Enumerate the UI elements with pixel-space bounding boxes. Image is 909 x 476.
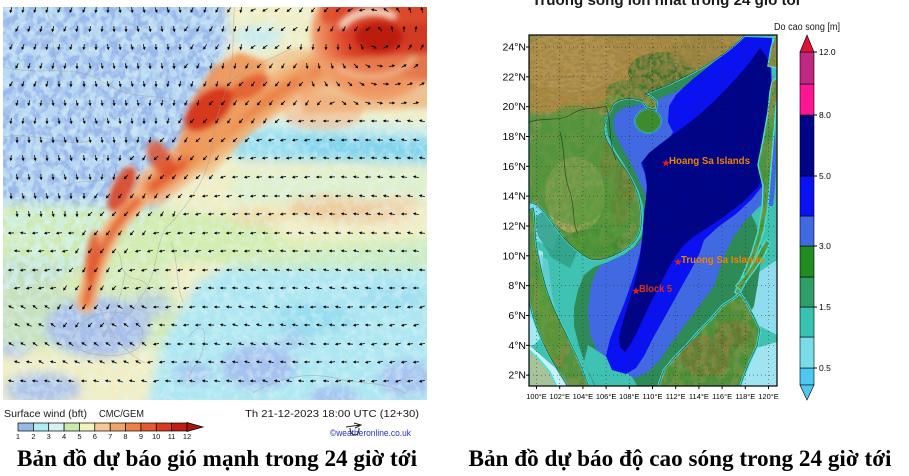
- svg-text:20°N: 20°N: [503, 101, 526, 113]
- svg-text:Truong song lon nhat trong 24: Truong song lon nhat trong 24 gio toi: [532, 0, 800, 9]
- svg-text:Block 5: Block 5: [639, 284, 672, 295]
- svg-text:★: ★: [674, 257, 683, 267]
- svg-text:9: 9: [139, 432, 143, 441]
- svg-text:12°N: 12°N: [503, 221, 526, 233]
- svg-text:7: 7: [108, 432, 112, 441]
- svg-text:120°E: 120°E: [758, 392, 779, 401]
- svg-text:106°E: 106°E: [596, 392, 617, 401]
- svg-text:Th 21-12-2023 18:00 UTC (12+30: Th 21-12-2023 18:00 UTC (12+30): [245, 409, 419, 420]
- svg-text:14°N: 14°N: [503, 191, 526, 203]
- svg-text:5: 5: [77, 432, 81, 441]
- svg-text:24°N: 24°N: [503, 42, 526, 54]
- svg-text:12.0: 12.0: [819, 47, 836, 57]
- svg-text:Hoang Sa Islands: Hoang Sa Islands: [669, 156, 750, 167]
- svg-text:118°E: 118°E: [735, 392, 755, 401]
- svg-text:8: 8: [123, 432, 127, 441]
- svg-text:4: 4: [62, 432, 66, 441]
- svg-text:Surface wind (bft): Surface wind (bft): [4, 409, 87, 420]
- svg-text:22°N: 22°N: [503, 71, 526, 83]
- svg-text:108°E: 108°E: [619, 392, 640, 401]
- svg-text:2: 2: [31, 432, 35, 441]
- svg-text:3.0: 3.0: [819, 241, 831, 251]
- svg-text:116°E: 116°E: [712, 392, 732, 401]
- svg-text:8°N: 8°N: [508, 280, 526, 292]
- svg-text:110°E: 110°E: [643, 392, 663, 401]
- svg-text:102°E: 102°E: [549, 392, 570, 401]
- svg-text:★: ★: [662, 158, 671, 168]
- svg-text:Do cao song [m]: Do cao song [m]: [774, 22, 840, 33]
- svg-text:4°N: 4°N: [508, 340, 526, 352]
- svg-text:11: 11: [168, 432, 176, 441]
- svg-text:Bản đồ dự báo độ cao sóng tron: Bản đồ dự báo độ cao sóng trong 24 giờ t…: [469, 446, 892, 472]
- svg-text:Truong Sa Islands: Truong Sa Islands: [681, 255, 764, 266]
- svg-text:12: 12: [183, 432, 191, 441]
- svg-text:★: ★: [632, 286, 641, 296]
- svg-text:16°N: 16°N: [503, 161, 526, 173]
- svg-text:1: 1: [16, 432, 20, 441]
- svg-text:2°N: 2°N: [508, 370, 526, 382]
- svg-text:10°N: 10°N: [503, 250, 526, 262]
- svg-text:6°N: 6°N: [508, 310, 526, 322]
- svg-text:112°E: 112°E: [666, 392, 686, 401]
- svg-text:8.0: 8.0: [819, 110, 831, 120]
- svg-text:0.5: 0.5: [819, 363, 831, 373]
- svg-text:114°E: 114°E: [689, 392, 709, 401]
- svg-text:104°E: 104°E: [573, 392, 594, 401]
- svg-text:©weatheronline.co.uk: ©weatheronline.co.uk: [330, 428, 411, 439]
- svg-text:100°E: 100°E: [526, 392, 547, 401]
- svg-text:18°N: 18°N: [503, 131, 526, 143]
- svg-text:Bản đồ dự báo gió mạnh trong 2: Bản đồ dự báo gió mạnh trong 24 giờ tới: [17, 446, 417, 472]
- svg-text:6: 6: [93, 432, 97, 441]
- svg-text:CMC/GEM: CMC/GEM: [99, 409, 144, 420]
- svg-text:10: 10: [152, 432, 160, 441]
- svg-text:5.0: 5.0: [819, 171, 831, 181]
- svg-text:1.5: 1.5: [819, 302, 831, 312]
- svg-text:3: 3: [47, 432, 51, 441]
